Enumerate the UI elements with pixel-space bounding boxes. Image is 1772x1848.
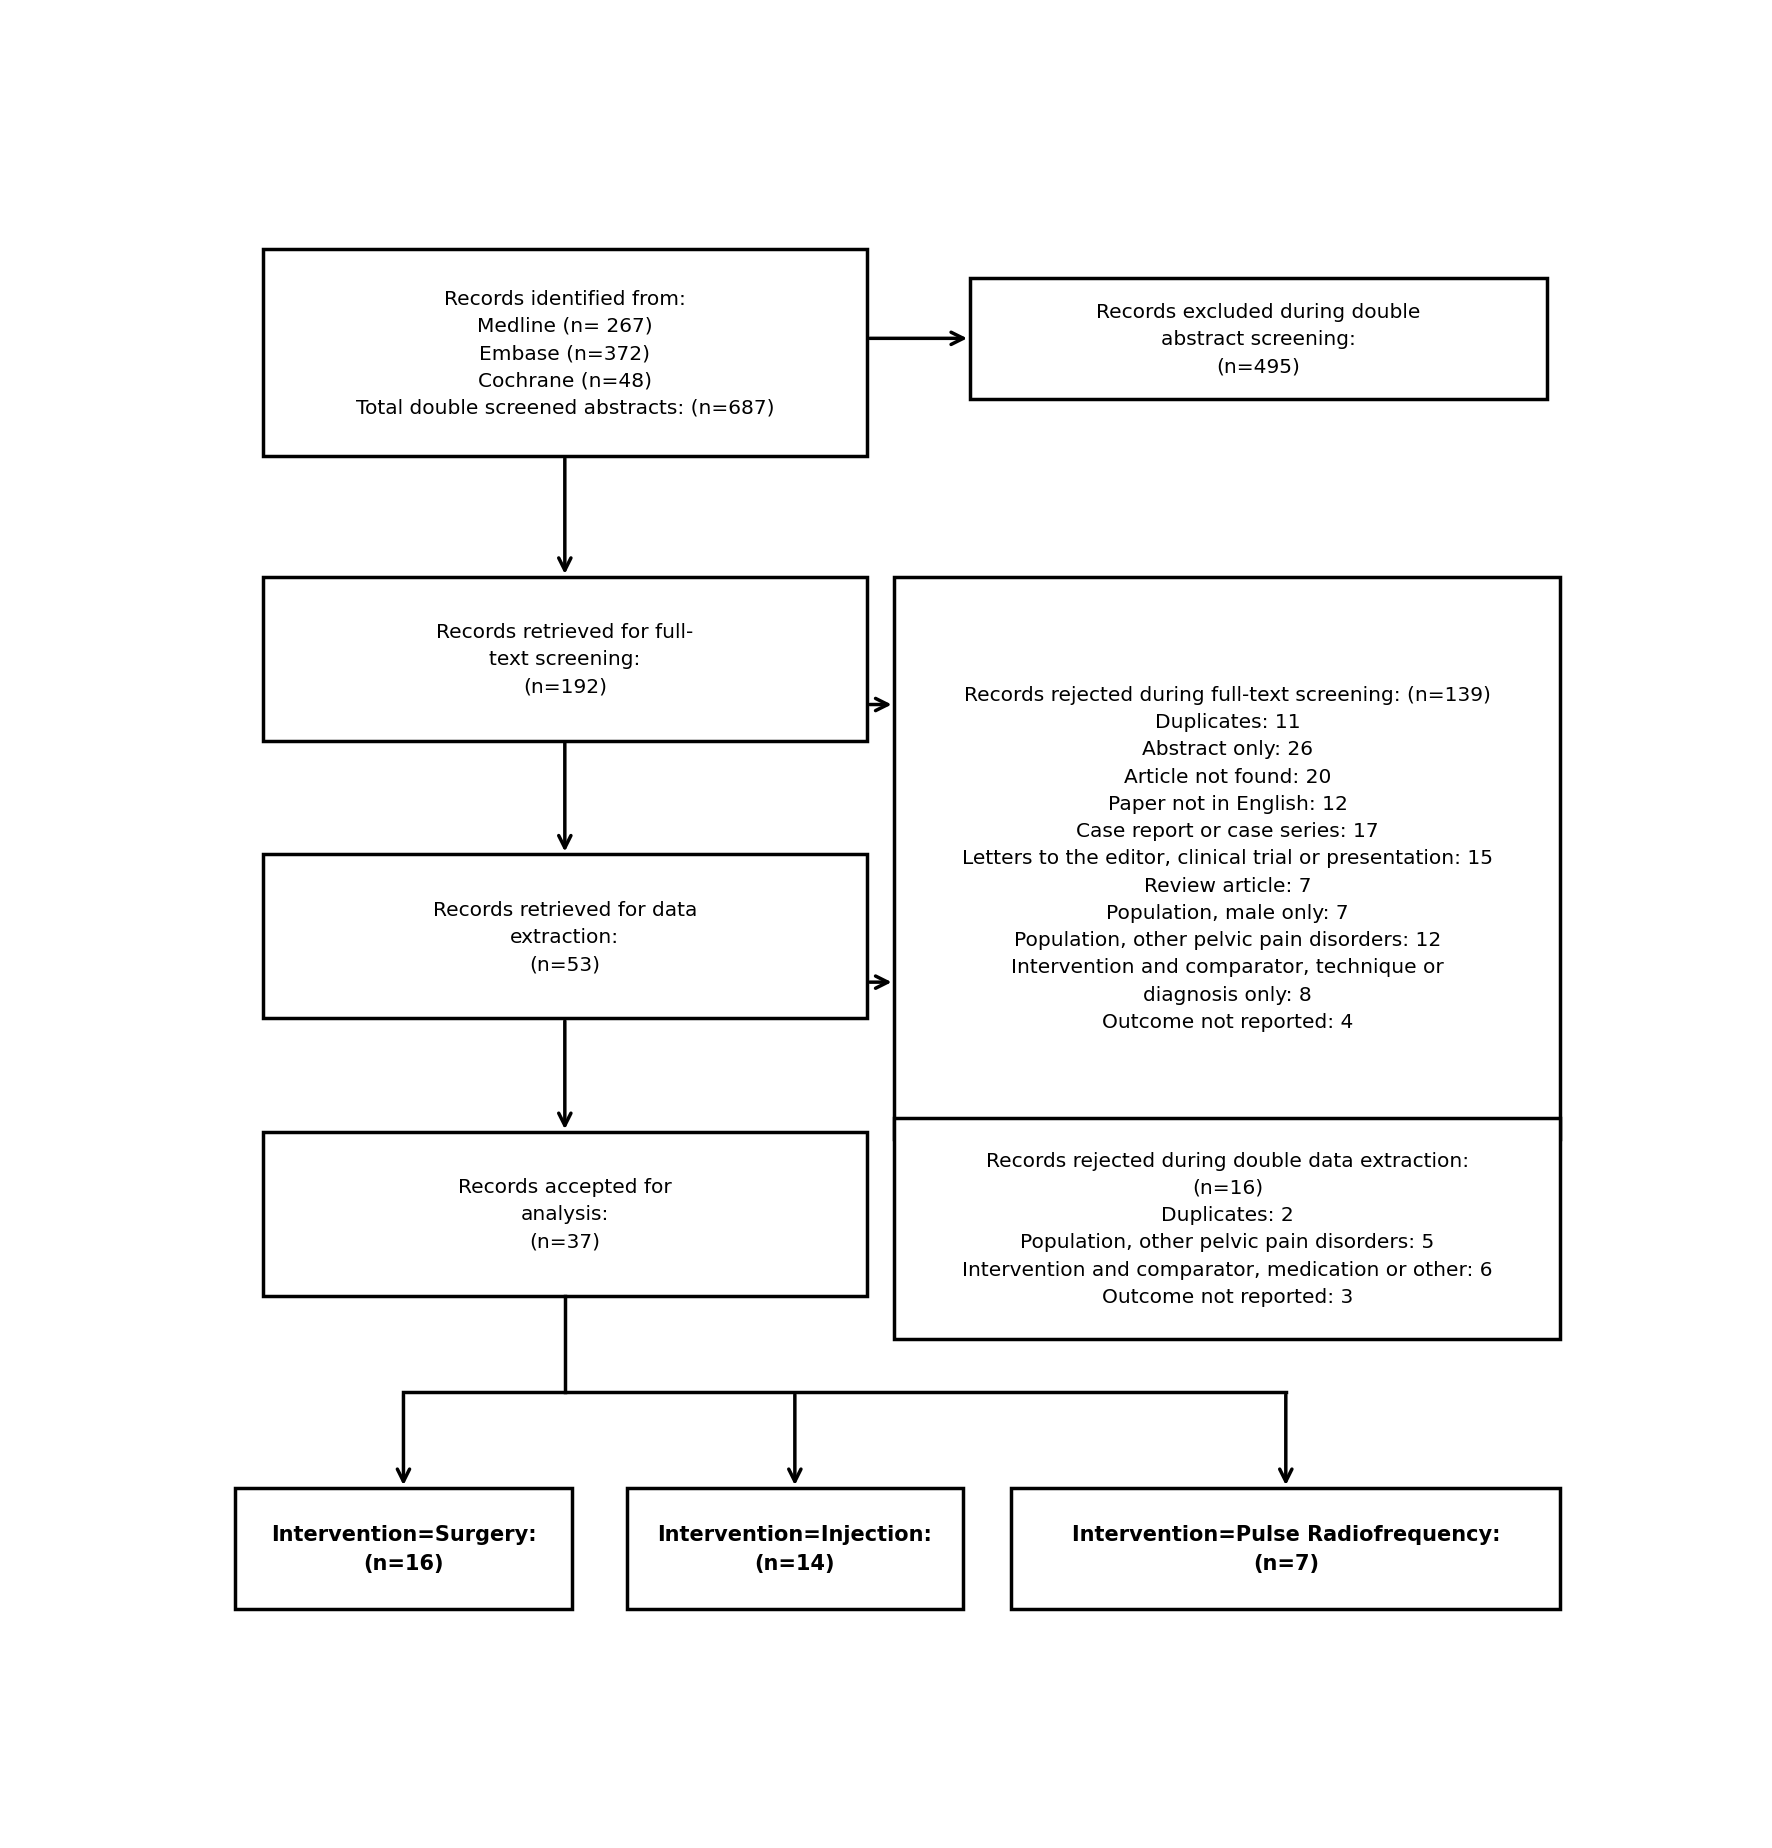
FancyBboxPatch shape bbox=[262, 577, 867, 741]
Text: Records accepted for
analysis:
(n=37): Records accepted for analysis: (n=37) bbox=[457, 1177, 672, 1251]
Text: Intervention=Surgery:
(n=16): Intervention=Surgery: (n=16) bbox=[271, 1525, 537, 1573]
Text: Records identified from:
Medline (n= 267)
Embase (n=372)
Cochrane (n=48)
Total d: Records identified from: Medline (n= 267… bbox=[356, 290, 774, 418]
Text: Records retrieved for data
extraction:
(n=53): Records retrieved for data extraction: (… bbox=[432, 900, 696, 974]
Text: Intervention=Injection:
(n=14): Intervention=Injection: (n=14) bbox=[657, 1525, 932, 1573]
FancyBboxPatch shape bbox=[895, 1118, 1561, 1338]
Text: Records excluded during double
abstract screening:
(n=495): Records excluded during double abstract … bbox=[1097, 303, 1421, 375]
FancyBboxPatch shape bbox=[262, 249, 867, 456]
FancyBboxPatch shape bbox=[262, 856, 867, 1018]
Text: Records rejected during double data extraction:
(n=16)
Duplicates: 2
Population,: Records rejected during double data extr… bbox=[962, 1151, 1492, 1307]
FancyBboxPatch shape bbox=[262, 1133, 867, 1295]
Text: Records retrieved for full-
text screening:
(n=192): Records retrieved for full- text screeni… bbox=[436, 623, 693, 697]
Text: Records rejected during full-text screening: (n=139)
Duplicates: 11
Abstract onl: Records rejected during full-text screen… bbox=[962, 686, 1494, 1031]
FancyBboxPatch shape bbox=[895, 577, 1561, 1140]
FancyBboxPatch shape bbox=[1012, 1488, 1561, 1610]
FancyBboxPatch shape bbox=[969, 279, 1547, 399]
FancyBboxPatch shape bbox=[236, 1488, 572, 1610]
Text: Intervention=Pulse Radiofrequency:
(n=7): Intervention=Pulse Radiofrequency: (n=7) bbox=[1072, 1525, 1501, 1573]
FancyBboxPatch shape bbox=[627, 1488, 964, 1610]
